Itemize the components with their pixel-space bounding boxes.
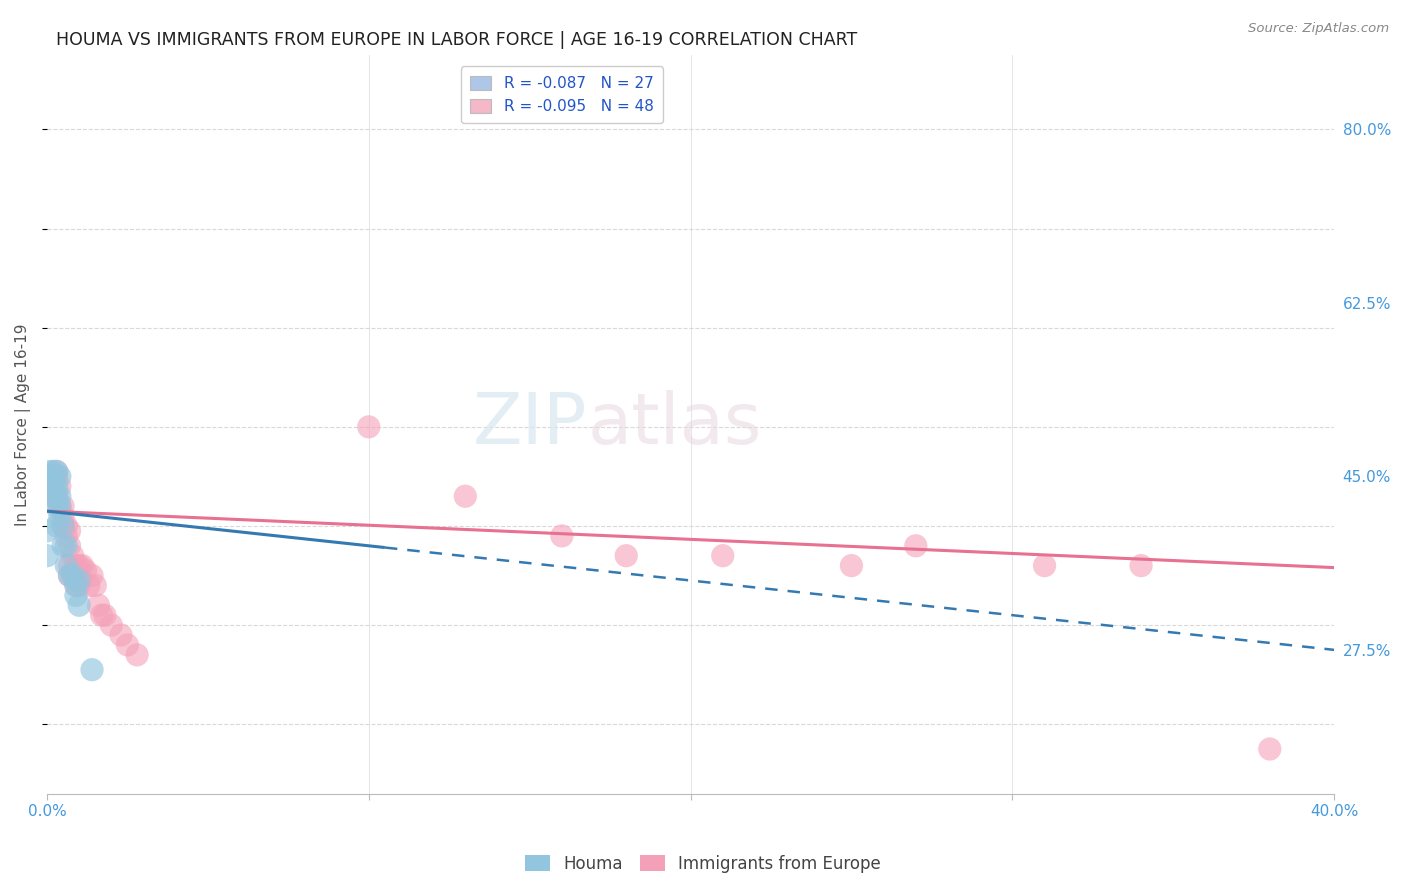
Point [55, 519, 77, 533]
Point [904, 539, 927, 553]
Legend: R = -0.087   N = 27, R = -0.095   N = 48: R = -0.087 N = 27, R = -0.095 N = 48 [461, 67, 662, 123]
Point [1130, 558, 1153, 573]
Point [39, 469, 62, 483]
Point [67, 574, 90, 588]
Point [67, 558, 90, 573]
Point [45, 465, 67, 479]
Point [65, 578, 87, 592]
Y-axis label: In Labor Force | Age 16-19: In Labor Force | Age 16-19 [15, 323, 31, 525]
Point [49, 499, 72, 513]
Point [58, 539, 80, 553]
Point [65, 588, 87, 602]
Point [49, 499, 72, 513]
Point [65, 568, 87, 582]
Text: Source: ZipAtlas.com: Source: ZipAtlas.com [1249, 22, 1389, 36]
Point [80, 663, 103, 677]
Point [1033, 558, 1056, 573]
Point [117, 638, 139, 652]
Point [62, 549, 84, 563]
Point [62, 568, 84, 582]
Point [45, 489, 67, 503]
Point [841, 558, 863, 573]
Point [45, 465, 67, 479]
Point [58, 568, 80, 582]
Text: HOUMA VS IMMIGRANTS FROM EUROPE IN LABOR FORCE | AGE 16-19 CORRELATION CHART: HOUMA VS IMMIGRANTS FROM EUROPE IN LABOR… [56, 31, 858, 49]
Point [711, 549, 734, 563]
Point [77, 578, 100, 592]
Point [45, 479, 67, 493]
Point [39, 465, 62, 479]
Point [125, 648, 148, 662]
Point [58, 524, 80, 538]
Point [62, 568, 84, 582]
Point [454, 489, 477, 503]
Point [42, 465, 65, 479]
Point [55, 529, 77, 543]
Text: ZIP: ZIP [472, 390, 588, 458]
Point [52, 499, 75, 513]
Point [55, 539, 77, 553]
Point [35, 549, 58, 563]
Point [614, 549, 637, 563]
Point [39, 489, 62, 503]
Point [84, 578, 107, 592]
Point [42, 475, 65, 489]
Point [87, 599, 110, 613]
Point [55, 558, 77, 573]
Point [67, 578, 90, 592]
Point [1258, 742, 1281, 756]
Point [45, 469, 67, 483]
Point [52, 519, 75, 533]
Point [39, 479, 62, 493]
Point [49, 469, 72, 483]
Point [357, 420, 380, 434]
Point [42, 489, 65, 503]
Point [45, 499, 67, 513]
Point [94, 608, 117, 623]
Point [49, 479, 72, 493]
Point [35, 524, 58, 538]
Point [42, 469, 65, 483]
Point [58, 568, 80, 582]
Point [58, 558, 80, 573]
Point [42, 484, 65, 499]
Point [75, 564, 97, 578]
Point [45, 489, 67, 503]
Point [72, 558, 94, 573]
Point [45, 519, 67, 533]
Point [52, 519, 75, 533]
Point [100, 618, 122, 632]
Point [49, 509, 72, 524]
Point [49, 489, 72, 503]
Point [52, 539, 75, 553]
Point [65, 578, 87, 592]
Point [80, 568, 103, 582]
Point [67, 599, 90, 613]
Legend: Houma, Immigrants from Europe: Houma, Immigrants from Europe [519, 848, 887, 880]
Point [110, 628, 132, 642]
Point [65, 558, 87, 573]
Point [67, 568, 90, 582]
Point [90, 608, 112, 623]
Point [551, 529, 574, 543]
Point [52, 509, 75, 524]
Text: atlas: atlas [588, 390, 762, 458]
